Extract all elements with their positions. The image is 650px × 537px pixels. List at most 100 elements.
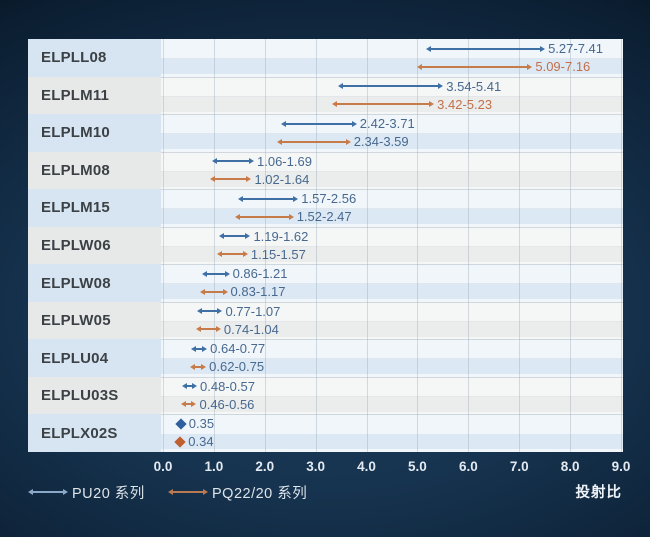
gridline-subrow xyxy=(161,245,623,247)
x-axis-tick: 5.0 xyxy=(408,459,427,474)
x-axis-tick: 7.0 xyxy=(509,459,529,474)
plot-row-stripe xyxy=(161,284,623,300)
x-axis-tick: 1.0 xyxy=(204,459,224,474)
range-bar-blue xyxy=(201,270,230,277)
value-label: 0.62-0.75 xyxy=(209,359,265,375)
range-bar-orange xyxy=(277,138,351,145)
value-label: 0.83-1.17 xyxy=(230,284,286,300)
row-label: ELPLL08 xyxy=(28,39,161,77)
value-label: 1.15-1.57 xyxy=(250,246,306,262)
row-label: ELPLM08 xyxy=(28,151,161,190)
range-bar-blue xyxy=(426,45,545,52)
gridline-row-boundary xyxy=(161,264,623,266)
gridline-subrow xyxy=(161,208,623,210)
value-label: 0.35 xyxy=(188,416,215,432)
value-label: 0.64-0.77 xyxy=(210,341,266,357)
value-label: 5.09-7.16 xyxy=(535,59,591,74)
range-bar-blue xyxy=(182,383,197,390)
plot-row-stripe xyxy=(161,321,623,337)
gridline-row-boundary xyxy=(161,301,623,303)
value-label: 1.06-1.69 xyxy=(257,153,312,169)
value-label: 0.74-1.04 xyxy=(223,321,279,337)
gridline-subrow xyxy=(161,58,623,60)
x-axis-tick: 8.0 xyxy=(560,459,580,474)
range-bar-orange xyxy=(209,176,251,183)
plot-row-stripe xyxy=(161,396,623,412)
legend-label: PQ22/20 系列 xyxy=(212,485,308,502)
range-bar-blue xyxy=(237,195,299,202)
row-label: ELPLU03S xyxy=(28,376,161,415)
value-label: 0.86-1.21 xyxy=(232,266,288,282)
gridline-vertical xyxy=(213,39,215,452)
gridline-row-boundary xyxy=(161,151,623,153)
range-bar-orange xyxy=(181,401,197,408)
value-label: 0.48-0.57 xyxy=(200,378,255,394)
x-axis-tick: 4.0 xyxy=(357,459,376,474)
range-bar-blue xyxy=(218,233,251,240)
row-label: ELPLM11 xyxy=(28,76,161,115)
plot-row-stripe xyxy=(161,171,623,187)
gridline-subrow xyxy=(161,358,623,360)
legend-line-blue-icon xyxy=(28,489,68,495)
range-bar-orange xyxy=(235,213,295,220)
legend-item-pu20: PU20 系列 xyxy=(28,483,145,502)
legend-line-orange-icon xyxy=(168,489,208,495)
value-label: 0.34 xyxy=(188,434,214,450)
gridline-row-boundary xyxy=(161,339,623,341)
range-bar-orange xyxy=(195,326,222,333)
gridline-vertical xyxy=(264,39,266,452)
range-bar-orange xyxy=(189,363,206,370)
value-label: 1.02-1.64 xyxy=(254,171,310,187)
x-axis-tick: 2.0 xyxy=(255,459,275,474)
plot-row-stripe xyxy=(161,246,623,262)
gridline-row-boundary xyxy=(161,414,623,416)
gridline-subrow xyxy=(161,395,623,397)
range-bar-blue xyxy=(197,308,223,315)
gridline-row-boundary xyxy=(161,76,623,78)
gridline-vertical xyxy=(417,39,419,452)
plot-row-stripe xyxy=(161,359,623,375)
value-label: 1.52-2.47 xyxy=(296,209,352,225)
gridline-row-boundary xyxy=(161,114,623,116)
gridline-vertical xyxy=(315,39,317,452)
gridline-subrow xyxy=(161,170,623,172)
plot-row-stripe xyxy=(161,59,623,74)
gridline-row-boundary xyxy=(161,189,623,191)
row-label: ELPLW05 xyxy=(28,301,161,340)
value-label: 2.34-3.59 xyxy=(353,134,409,150)
range-bar-blue xyxy=(338,83,444,90)
plot-row-stripe xyxy=(161,134,623,150)
plot-row-stripe xyxy=(161,434,623,450)
gridline-subrow xyxy=(161,283,623,285)
value-label: 2.42-3.71 xyxy=(359,116,415,132)
gridline-vertical xyxy=(621,39,622,452)
row-label: ELPLW06 xyxy=(28,226,161,265)
range-bar-orange xyxy=(216,251,249,258)
value-label: 0.46-0.56 xyxy=(199,396,255,412)
x-axis-tick: 6.0 xyxy=(458,459,478,474)
value-label: 1.19-1.62 xyxy=(253,228,309,244)
value-label: 0.77-1.07 xyxy=(225,303,281,319)
gridline-vertical xyxy=(366,39,368,452)
gridline-subrow xyxy=(161,133,623,135)
legend: PU20 系列 PQ22/20 系列 xyxy=(28,483,358,503)
row-label: ELPLU04 xyxy=(28,339,161,377)
row-label: ELPLX02S xyxy=(28,414,161,452)
row-label: ELPLW08 xyxy=(28,264,161,302)
range-bar-orange xyxy=(332,101,435,108)
value-label: 3.42-5.23 xyxy=(437,96,493,112)
gridline-subrow xyxy=(161,95,623,97)
chart-card: ELPLL08 ELPLM11 ELPLM10 ELPLM08 ELPLM15 ELPLW… xyxy=(28,39,623,452)
x-axis: 0.0 1.0 2.0 3.0 4.0 5.0 6.0 7.0 8.0 9.0 xyxy=(154,459,631,477)
range-bar-orange xyxy=(417,63,533,70)
value-label: 5.27-7.41 xyxy=(548,41,604,56)
gridline-vertical xyxy=(468,39,470,452)
range-bar-blue xyxy=(281,120,357,127)
range-bar-blue xyxy=(211,158,255,165)
gridline-vertical xyxy=(570,39,572,452)
legend-label: PU20 系列 xyxy=(72,485,145,502)
range-bar-blue xyxy=(190,345,207,352)
row-label: ELPLM10 xyxy=(28,114,161,152)
row-label: ELPLM15 xyxy=(28,189,161,227)
